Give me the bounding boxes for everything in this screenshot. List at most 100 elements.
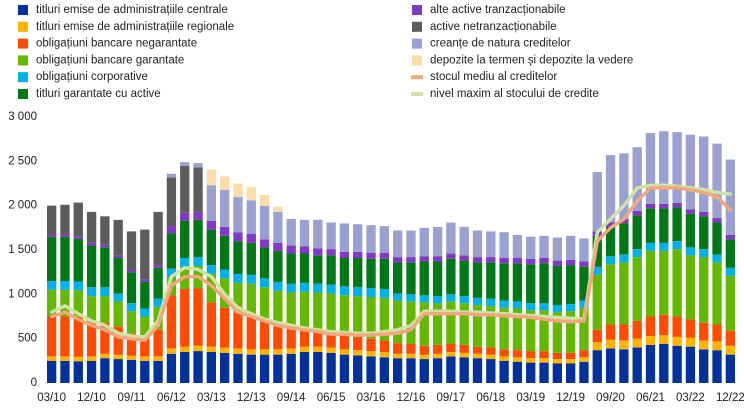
bar-segment [353,355,363,383]
bar-segment [699,349,709,383]
bar-segment [219,347,230,353]
legend-swatch [18,5,28,15]
bar-segment [552,312,563,353]
legend-label: obligațiuni bancare garantate [36,54,184,66]
bar-segment [153,211,163,266]
bar-segment [246,274,256,284]
bar-segment [299,253,310,283]
bar-segment [219,307,230,348]
y-tick-label: 3 000 [8,111,37,123]
bar-segment [685,346,696,383]
bar-segment [259,349,270,355]
bar-segment [672,207,682,242]
bar-segment [406,358,416,383]
bar-segment [632,249,642,258]
bar-segment [126,303,137,312]
bar-segment [619,340,629,350]
bar-segment [552,237,563,261]
bar-segment [299,351,310,383]
bar-segment [246,200,256,235]
bar-segment [725,354,736,383]
bar-segment [645,250,656,317]
bar-segment [526,358,536,363]
x-tick-label: 06/18 [476,392,505,404]
bar-segment [712,143,722,219]
bar-segment [659,314,669,336]
bar-segment [499,263,509,301]
bar-segment [86,296,97,323]
legend-label: obligațiuni bancare negarantate [36,38,197,50]
bar-segment [219,226,230,236]
x-tick-label: 03/10 [37,392,66,404]
bar-segment [206,351,217,383]
bar-segment [592,329,602,343]
bar-segment [126,355,137,360]
bar-segment [432,344,443,354]
bar-segment [100,296,110,323]
bar-segment [619,349,629,383]
bar-segment [486,257,496,263]
legend-swatch [18,55,28,66]
bar-segment [73,316,83,357]
bar-segment [565,359,576,364]
bar-segment [326,284,336,294]
bar-segment [632,257,642,321]
bar-segment [579,266,589,301]
bar-segment [193,211,203,220]
bar-segment [180,162,190,166]
bar-segment [565,363,576,383]
bar-segment [219,189,230,227]
bar-segment [512,257,523,264]
bar-segment [100,353,110,359]
line-series [49,183,733,339]
bar-segment [406,301,416,344]
bar-segment [632,338,642,348]
bar-segment [86,360,97,383]
bar-segment [432,303,443,345]
bar-segment [193,257,203,266]
bar-segment [725,345,736,355]
x-tick-label: 12/16 [397,392,426,404]
bar-segment [113,255,123,258]
bar-segment [486,305,496,348]
bar-segment [579,357,589,362]
bar-segment [459,357,469,383]
bar-segment [286,283,296,293]
bar-segment [86,322,97,357]
bar-segment [499,356,509,361]
bar-segment [472,262,483,298]
bar-segment [392,343,403,354]
bar-segment [446,343,456,352]
bar-segment [46,236,57,282]
bar-segment [512,234,523,258]
bar-segment [206,265,217,274]
bar-segment [379,357,390,383]
bar-segment [619,223,629,255]
bar-segment [632,347,642,383]
y-tick-label: 2 000 [8,200,37,212]
bar-segment [432,226,443,257]
bar-segment [126,269,137,273]
x-tick-label: 12/19 [556,392,585,404]
bar-segment [180,165,190,213]
bar-segment [605,339,616,349]
bar-segment [699,249,709,258]
bar-segment [86,356,97,361]
bar-segment [233,353,243,383]
bar-segment [140,308,150,317]
bar-segment [432,261,443,297]
bar-segment [499,300,509,308]
bar-segment [153,360,163,383]
bar-segment [645,208,656,243]
bar-segment [193,288,203,346]
bar-segment [153,265,163,268]
bar-segment [725,159,736,235]
bar-segment [552,265,563,305]
bar-segment [353,257,363,288]
y-tick-label: 0 [31,377,37,389]
bar-segment [60,360,70,383]
bar-segment [659,131,669,204]
bar-segment [313,255,323,284]
bar-segment [419,256,429,262]
legend-swatch [412,55,422,66]
